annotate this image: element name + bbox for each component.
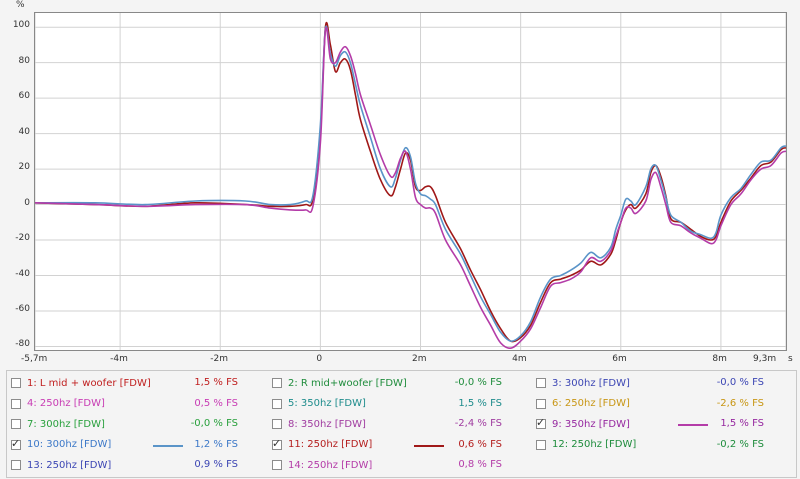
series-line	[35, 26, 786, 350]
legend-item[interactable]: 4: 250hz [FDW]	[11, 396, 105, 412]
y-tick-label: 40	[18, 126, 30, 137]
legend-panel: 1: L mid + woofer [FDW] 1,5 % FS 2: R mid+…	[6, 370, 797, 478]
legend-item[interactable]: 9: 350hz [FDW]	[536, 416, 630, 432]
x-tick-label: 0	[316, 354, 323, 364]
legend-checkbox[interactable]	[11, 398, 21, 409]
legend-value: -2,6 % FS	[716, 397, 764, 409]
y-tick-label: -20	[15, 233, 30, 244]
y-tick-label: 20	[18, 162, 30, 173]
legend-value: 0,5 % FS	[194, 397, 238, 409]
legend-checkbox[interactable]	[11, 419, 21, 429]
legend-value: -2,4 % FS	[454, 418, 502, 429]
y-axis-unit: %	[16, 0, 25, 10]
legend-value: 0,9 % FS	[194, 459, 238, 470]
legend-value: 1,2 % FS	[194, 438, 238, 450]
series-line	[35, 25, 786, 342]
x-tick-label: 6m	[612, 354, 627, 364]
legend-value: 0,6 % FS	[458, 438, 502, 450]
y-tick-label: 60	[18, 91, 30, 102]
x-tick-label: -5,7m	[21, 354, 48, 364]
legend-checkbox[interactable]	[272, 460, 282, 470]
legend-checkbox[interactable]	[272, 398, 282, 409]
legend-label: 1: L mid + woofer [FDW]	[27, 377, 151, 389]
x-tick-label: 2m	[412, 354, 427, 364]
legend-checkbox[interactable]	[536, 439, 546, 450]
legend-value: 0,8 % FS	[458, 459, 502, 470]
x-tick-label: 9,3m	[753, 354, 777, 364]
legend-label: 14: 250hz [FDW]	[288, 459, 373, 471]
x-tick-label: 4m	[512, 354, 527, 364]
legend-item[interactable]: 2: R mid+woofer [FDW]	[272, 375, 407, 391]
legend-label: 4: 250hz [FDW]	[27, 398, 105, 409]
y-tick-label: -80	[15, 339, 30, 350]
chart-svg	[35, 13, 786, 350]
legend-swatch	[414, 444, 444, 447]
legend-label: 8: 350hz [FDW]	[288, 418, 366, 430]
y-tick-label: -40	[15, 268, 30, 279]
legend-item[interactable]: 7: 300hz [FDW]	[11, 416, 105, 432]
legend-item[interactable]: 1: L mid + woofer [FDW]	[11, 375, 151, 391]
plot-area[interactable]	[34, 12, 787, 351]
legend-value: 1,5 % FS	[720, 418, 764, 429]
legend-label: 2: R mid+woofer [FDW]	[288, 377, 407, 389]
y-tick-label: 0	[24, 197, 30, 208]
series-line	[35, 21, 786, 343]
legend-label: 9: 350hz [FDW]	[552, 418, 630, 430]
x-tick-label: -4m	[110, 354, 128, 364]
legend-label: 11: 250hz [FDW]	[288, 439, 373, 450]
legend-value: -0,0 % FS	[190, 418, 238, 429]
legend-value: -0,2 % FS	[716, 438, 764, 450]
x-tick-label: 8m	[712, 354, 727, 364]
y-tick-label: 100	[12, 20, 30, 31]
legend-item[interactable]: 11: 250hz [FDW]	[272, 437, 372, 453]
legend-item[interactable]: 8: 350hz [FDW]	[272, 416, 366, 432]
legend-checkbox[interactable]	[536, 416, 546, 429]
legend-checkbox[interactable]	[11, 378, 21, 388]
legend-label: 13: 250hz [FDW]	[27, 459, 112, 471]
x-tick-label: -2m	[210, 354, 228, 364]
legend-swatch	[153, 444, 183, 447]
y-tick-label: -60	[15, 303, 30, 314]
legend-item[interactable]: 6: 250hz [FDW]	[536, 396, 630, 412]
y-tick-label: 80	[18, 55, 30, 66]
legend-label: 12: 250hz [FDW]	[552, 439, 637, 450]
legend-checkbox[interactable]	[11, 460, 21, 470]
legend-item[interactable]: 13: 250hz [FDW]	[11, 457, 111, 473]
legend-label: 5: 350hz [FDW]	[288, 398, 366, 409]
legend-item[interactable]: 3: 300hz [FDW]	[536, 375, 630, 391]
x-axis-unit: s	[788, 354, 793, 364]
legend-checkbox[interactable]	[536, 378, 546, 388]
legend-value: 1,5 % FS	[194, 377, 238, 388]
legend-checkbox[interactable]	[272, 437, 282, 450]
legend-label: 7: 300hz [FDW]	[27, 418, 105, 430]
legend-checkbox[interactable]	[536, 398, 546, 409]
legend-value: -0,0 % FS	[716, 377, 764, 388]
legend-swatch	[678, 424, 708, 426]
legend-label: 6: 250hz [FDW]	[552, 398, 630, 409]
legend-checkbox[interactable]	[11, 437, 21, 450]
legend-item[interactable]: 5: 350hz [FDW]	[272, 396, 366, 412]
legend-item[interactable]: 12: 250hz [FDW]	[536, 437, 636, 453]
legend-item[interactable]: 10: 300hz [FDW]	[11, 437, 111, 453]
legend-checkbox[interactable]	[272, 378, 282, 388]
legend-item[interactable]: 14: 250hz [FDW]	[272, 457, 372, 473]
legend-value: -0,0 % FS	[454, 377, 502, 388]
legend-label: 10: 300hz [FDW]	[27, 439, 112, 450]
legend-value: 1,5 % FS	[458, 397, 502, 409]
legend-checkbox[interactable]	[272, 419, 282, 429]
legend-label: 3: 300hz [FDW]	[552, 377, 630, 389]
